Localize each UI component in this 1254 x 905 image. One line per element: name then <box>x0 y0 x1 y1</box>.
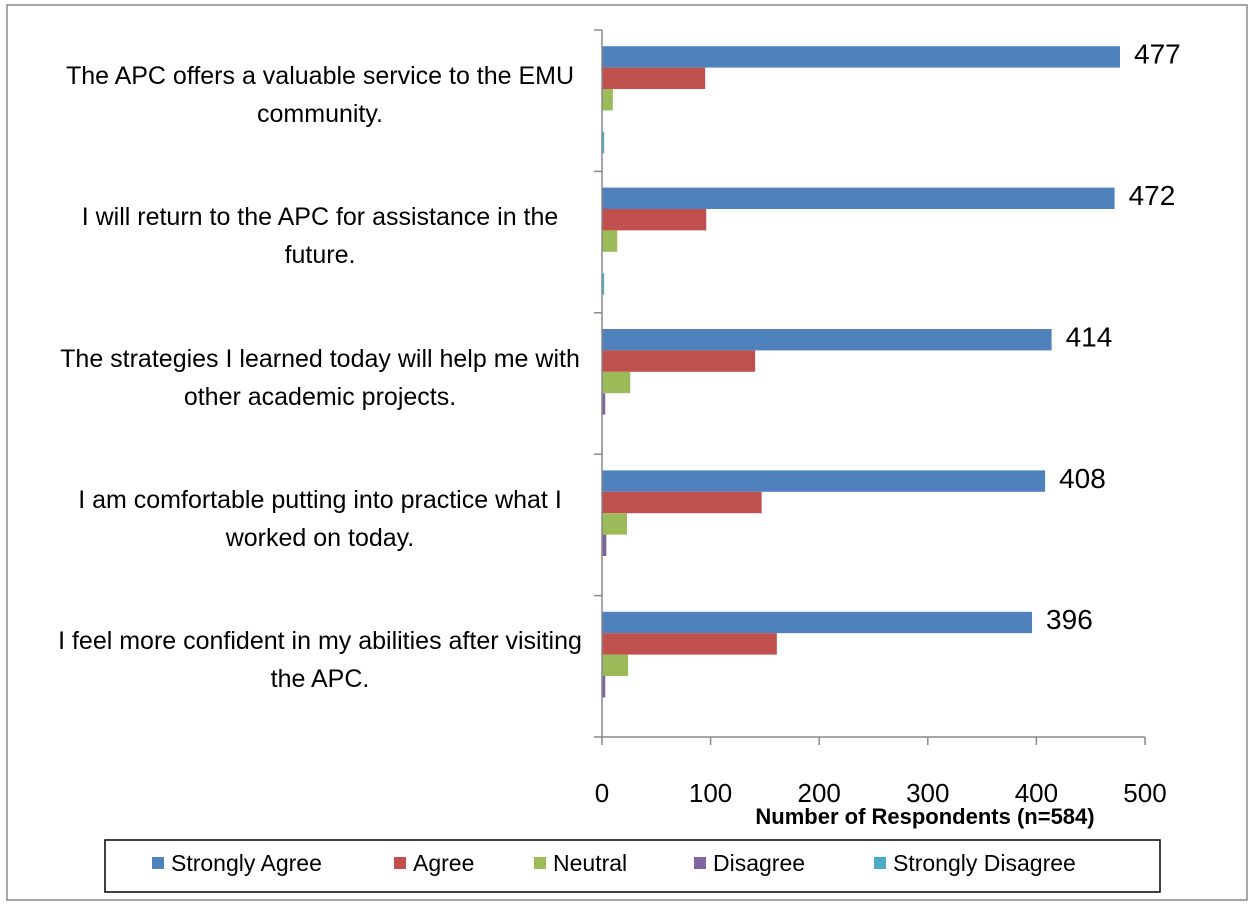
value-label: 408 <box>1059 463 1106 494</box>
bar <box>602 371 631 394</box>
value-label: 414 <box>1066 321 1113 352</box>
bar <box>602 611 1033 634</box>
legend-swatch <box>694 857 706 869</box>
value-label: 477 <box>1134 39 1181 70</box>
legend-swatch <box>394 857 406 869</box>
bar <box>602 187 1115 209</box>
bar <box>602 209 707 231</box>
x-axis-title: Number of Respondents (n=584) <box>755 804 1094 829</box>
x-tick-label: 300 <box>906 778 949 808</box>
bar <box>602 46 1121 68</box>
category-label: The APC offers a valuable service to the… <box>65 61 575 128</box>
bar <box>602 350 756 372</box>
category-label: I will return to the APC for assistance … <box>81 203 559 270</box>
legend-label: Agree <box>413 850 474 876</box>
bar <box>602 230 618 252</box>
bar <box>602 633 777 655</box>
legend-swatch <box>152 857 164 869</box>
x-tick-label: 200 <box>798 778 841 808</box>
legend-label: Strongly Agree <box>171 850 322 876</box>
legend-box <box>104 839 1161 893</box>
legend-swatch <box>534 857 546 869</box>
bar <box>602 131 605 154</box>
bar <box>602 534 607 556</box>
bar <box>602 654 629 676</box>
bar <box>602 676 606 698</box>
category-label: I feel more confident in my abilities af… <box>58 627 582 694</box>
legend-swatch <box>874 857 886 869</box>
bar <box>602 491 762 514</box>
bar <box>602 89 613 111</box>
x-tick-label: 500 <box>1123 778 1166 808</box>
bar <box>602 393 606 415</box>
value-label: 396 <box>1046 604 1093 635</box>
bar <box>602 329 1052 351</box>
x-tick-label: 0 <box>595 778 609 808</box>
legend-label: Disagree <box>713 850 805 876</box>
bar <box>602 470 1046 492</box>
bar <box>602 273 605 295</box>
legend-label: Strongly Disagree <box>893 850 1076 876</box>
bar <box>602 67 706 89</box>
x-tick-label: 100 <box>689 778 732 808</box>
x-tick-label: 400 <box>1015 778 1058 808</box>
category-label: I am comfortable putting into practice w… <box>78 485 562 552</box>
legend-label: Neutral <box>553 850 627 876</box>
bar <box>602 513 627 535</box>
category-label: The strategies I learned today will help… <box>60 344 580 411</box>
value-label: 472 <box>1129 180 1176 211</box>
chart-border <box>6 4 1248 901</box>
